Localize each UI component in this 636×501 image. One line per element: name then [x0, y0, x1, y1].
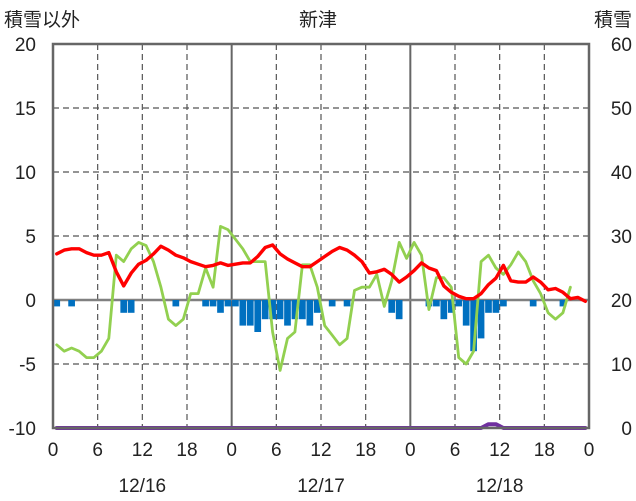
precip-bar [68, 300, 75, 307]
precip-bar [395, 300, 403, 320]
x-tick: 6 [92, 440, 103, 461]
y-tick-right: 50 [611, 99, 632, 120]
y-tick-right: 60 [611, 35, 632, 56]
precip-bar [447, 300, 455, 313]
precip-bar [276, 300, 284, 320]
precip-bar [306, 300, 314, 326]
precip-bar [261, 300, 269, 320]
y-tick-left: -10 [9, 419, 36, 440]
precip-bar [313, 300, 321, 313]
snow-depth-line [55, 224, 572, 372]
precip-bar [239, 300, 247, 326]
x-tick: 0 [405, 440, 416, 461]
y-tick-left: 5 [25, 227, 36, 248]
plot-border [51, 42, 591, 430]
x-tick: 12 [310, 440, 331, 461]
x-tick: 0 [226, 440, 237, 461]
precip-bar [269, 300, 276, 320]
x-tick: 12 [132, 440, 153, 461]
x-tick: 18 [355, 440, 376, 461]
precip-bar [470, 300, 477, 352]
y-tick-right: 10 [611, 355, 632, 376]
y-tick-right: 40 [611, 163, 632, 184]
grid [53, 44, 589, 428]
precip-bar [120, 300, 128, 313]
precip-bar [485, 300, 492, 313]
y-tick-right: 0 [621, 419, 632, 440]
y-tick-left: 10 [15, 163, 36, 184]
precip-bar [492, 300, 500, 313]
precip-bar [559, 300, 567, 307]
right-axis-title: 積雪 [594, 9, 632, 31]
left-axis-title: 積雪以外 [4, 9, 80, 31]
x-tick: 0 [584, 440, 595, 461]
precip-bar [246, 300, 254, 326]
precip-bar [224, 300, 232, 307]
precip-bar [202, 300, 209, 307]
precip-bar [299, 300, 306, 320]
precip-bar [433, 300, 440, 307]
y-tick-left: -5 [19, 355, 36, 376]
precip-bar [284, 300, 291, 326]
precip-bar [232, 300, 239, 307]
precip-bar [500, 300, 507, 307]
date-label: 12/18 [476, 476, 524, 497]
precip-bar [254, 300, 262, 332]
precip-bar [172, 300, 180, 307]
precip-bar [328, 300, 336, 307]
x-tick: 0 [48, 440, 59, 461]
precip-bar [529, 300, 537, 307]
y-tick-right: 30 [611, 227, 632, 248]
precip-bar [440, 300, 448, 320]
y-tick-left: 0 [25, 291, 36, 312]
y-tick-left: 15 [15, 99, 36, 120]
x-tick: 6 [450, 440, 461, 461]
temperature-line [55, 243, 587, 303]
precip-bar [462, 300, 470, 326]
precip-bar [217, 300, 224, 313]
precip-bar [477, 300, 485, 339]
precipitation-series [53, 300, 567, 352]
precip-bar [388, 300, 396, 313]
x-tick: 12 [489, 440, 510, 461]
precip-bar [343, 300, 351, 307]
precip-bar [209, 300, 217, 307]
date-label: 12/16 [119, 476, 167, 497]
date-label: 12/17 [297, 476, 345, 497]
x-tick: 18 [176, 440, 197, 461]
x-tick: 18 [534, 440, 555, 461]
precip-bar [455, 300, 463, 307]
y-tick-left: 20 [15, 35, 36, 56]
chart-title: 新津 [299, 9, 337, 31]
precip-bar [127, 300, 135, 313]
precip-bar [53, 300, 61, 307]
precip-bar [291, 300, 299, 320]
y-tick-right: 20 [611, 291, 632, 312]
plot-frame [51, 42, 591, 430]
x-tick: 6 [271, 440, 282, 461]
